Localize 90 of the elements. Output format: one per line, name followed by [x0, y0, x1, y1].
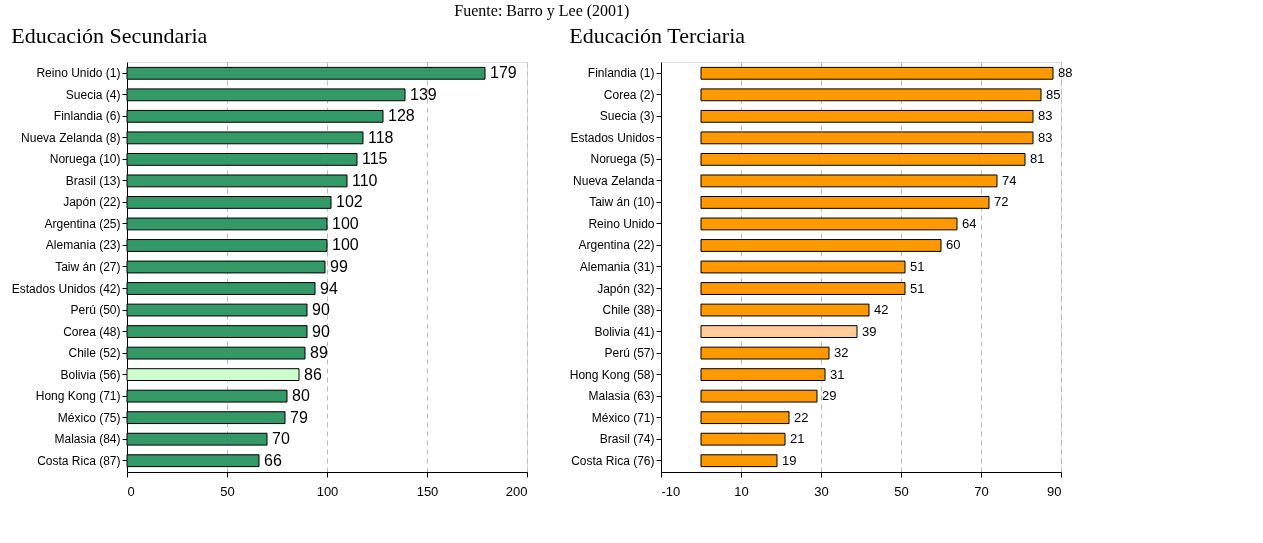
y-tick-label: Chile (52)	[68, 346, 121, 361]
y-tick-label: Finlandia (1)	[587, 66, 655, 81]
y-tick-label: Hong Kong (71)	[35, 389, 121, 404]
x-tick-label: 50	[220, 483, 235, 499]
y-tick-label: Perú (57)	[604, 346, 655, 361]
x-tick-label: 150	[416, 483, 439, 499]
y-tick-label: México (75)	[57, 410, 121, 425]
x-tick-label: 100	[316, 483, 339, 499]
y-tick-label: Argentina (25)	[44, 216, 121, 231]
source-note: Fuente: Barro y Lee (2001)	[454, 1, 630, 20]
data-label: 100	[332, 214, 359, 232]
data-label: 51	[910, 280, 925, 296]
data-label: 80	[292, 387, 310, 405]
data-label: 21	[790, 431, 805, 447]
y-tick-label: Reino Unido	[588, 216, 655, 231]
data-label: 86	[304, 365, 322, 383]
y-tick-label: Perú (50)	[70, 303, 121, 318]
y-tick-label: Bolivia (41)	[594, 324, 655, 339]
y-tick-label: Costa Rica (76)	[571, 453, 655, 468]
data-label: 90	[312, 301, 330, 319]
data-label: 79	[290, 408, 308, 426]
y-tick-label: Corea (48)	[63, 324, 121, 339]
y-tick-label: Japón (32)	[597, 281, 655, 296]
y-tick-label: Noruega (10)	[49, 152, 121, 167]
data-label: 32	[834, 345, 849, 361]
data-label: 115	[362, 150, 388, 168]
y-tick-label: Taiw án (27)	[55, 260, 121, 274]
y-tick-label: Japón (22)	[63, 195, 121, 210]
data-label: 66	[264, 451, 282, 469]
data-label: 74	[1002, 172, 1017, 188]
data-label: 100	[332, 236, 359, 254]
x-tick-label: 10	[734, 483, 749, 499]
y-tick-label: Alemania (23)	[45, 238, 121, 253]
y-tick-label: Estados Unidos (42)	[11, 281, 121, 296]
y-tick-label: Noruega (5)	[590, 152, 655, 167]
x-tick-label: 50	[894, 483, 909, 499]
data-label: 90	[312, 322, 330, 340]
data-label: 51	[910, 259, 925, 274]
x-tick-label: 70	[974, 483, 989, 499]
data-label: 83	[1038, 129, 1053, 145]
data-label: 29	[822, 388, 837, 404]
data-label: 88	[1058, 65, 1073, 81]
data-label: 72	[994, 194, 1009, 210]
data-label: 39	[862, 323, 877, 339]
data-label: 60	[946, 237, 961, 253]
data-label: 89	[310, 344, 328, 362]
data-label: 139	[410, 85, 437, 103]
data-label: 83	[1038, 108, 1053, 124]
x-tick-label: 90	[1047, 483, 1062, 499]
data-label: 118	[368, 128, 394, 146]
y-tick-label: Hong Kong (58)	[569, 367, 655, 382]
y-tick-label: Reino Unido (1)	[36, 66, 121, 81]
y-tick-label: Estados Unidos	[570, 130, 655, 145]
y-tick-label: Taiw án (10)	[589, 195, 655, 210]
chart-title: Educación Terciaria	[569, 23, 746, 48]
y-tick-label: Corea (2)	[603, 87, 655, 102]
data-label: 31	[830, 366, 845, 382]
y-tick-label: Costa Rica (87)	[37, 453, 121, 468]
data-label: 22	[794, 409, 809, 425]
data-label: 128	[388, 107, 415, 125]
y-tick-label: Nueva Zelanda (8)	[21, 130, 121, 145]
data-label: 85	[1046, 86, 1061, 102]
data-label: 102	[336, 193, 363, 211]
y-tick-label: Suecia (3)	[599, 109, 655, 124]
y-tick-label: Argentina (22)	[578, 238, 655, 253]
x-tick-label: -10	[661, 483, 681, 499]
data-label: 70	[272, 430, 290, 448]
data-label: 19	[782, 452, 797, 468]
y-tick-label: Malasia (63)	[588, 389, 655, 404]
x-tick-label: 30	[814, 483, 829, 499]
y-tick-label: Finlandia (6)	[53, 109, 121, 124]
y-tick-label: Malasia (84)	[54, 432, 121, 447]
y-tick-label: Bolivia (56)	[60, 367, 121, 382]
data-label: 94	[320, 279, 338, 297]
data-label: 99	[330, 258, 348, 275]
y-tick-label: Brasil (13)	[65, 173, 121, 188]
chart-title: Educación Secundaria	[11, 23, 208, 48]
y-tick-label: Nueva Zelanda	[573, 173, 655, 188]
y-tick-label: Alemania (31)	[579, 260, 655, 274]
data-label: 179	[490, 64, 517, 82]
y-tick-label: México (71)	[591, 410, 655, 425]
x-tick-label: 200	[505, 483, 528, 499]
x-tick-label: 0	[127, 483, 135, 499]
y-tick-label: Chile (38)	[602, 303, 655, 318]
y-tick-label: Brasil (74)	[599, 432, 655, 447]
data-label: 64	[962, 215, 977, 231]
data-label: 42	[874, 302, 889, 318]
data-label: 81	[1030, 151, 1045, 167]
data-label: 110	[352, 171, 378, 189]
y-tick-label: Suecia (4)	[65, 87, 121, 102]
